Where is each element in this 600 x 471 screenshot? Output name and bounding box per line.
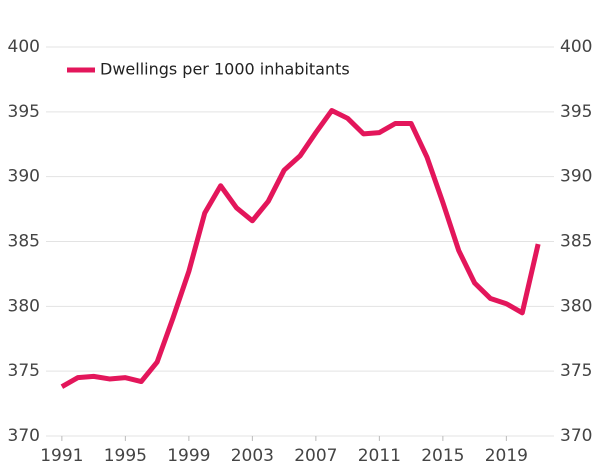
y2-tick-label: 370 xyxy=(560,426,592,446)
y2-tick-label: 380 xyxy=(560,296,592,316)
y-tick-label: 370 xyxy=(8,426,40,446)
y-tick-label: 375 xyxy=(8,361,40,381)
y-tick-label: 400 xyxy=(8,37,40,57)
y2-tick-label: 390 xyxy=(560,167,592,187)
x-tick-label: 1991 xyxy=(40,446,83,466)
y-tick-label: 380 xyxy=(8,296,40,316)
y-tick-label: 395 xyxy=(8,102,40,122)
x-tick-label: 1999 xyxy=(167,446,210,466)
y2-tick-label: 400 xyxy=(560,37,592,57)
x-tick-label: 2015 xyxy=(421,446,464,466)
y-tick-label: 385 xyxy=(8,232,40,252)
y-tick-label: 390 xyxy=(8,167,40,187)
x-tick-label: 2019 xyxy=(485,446,528,466)
x-tick-label: 2003 xyxy=(231,446,274,466)
x-tick-label: 2011 xyxy=(358,446,401,466)
x-tick-label: 2007 xyxy=(294,446,337,466)
legend-label: Dwellings per 1000 inhabitants xyxy=(100,60,350,79)
x-tick-label: 1995 xyxy=(104,446,147,466)
y2-tick-label: 375 xyxy=(560,361,592,381)
y2-tick-label: 395 xyxy=(560,102,592,122)
line xyxy=(60,108,541,389)
y2-tick-label: 385 xyxy=(560,232,592,252)
